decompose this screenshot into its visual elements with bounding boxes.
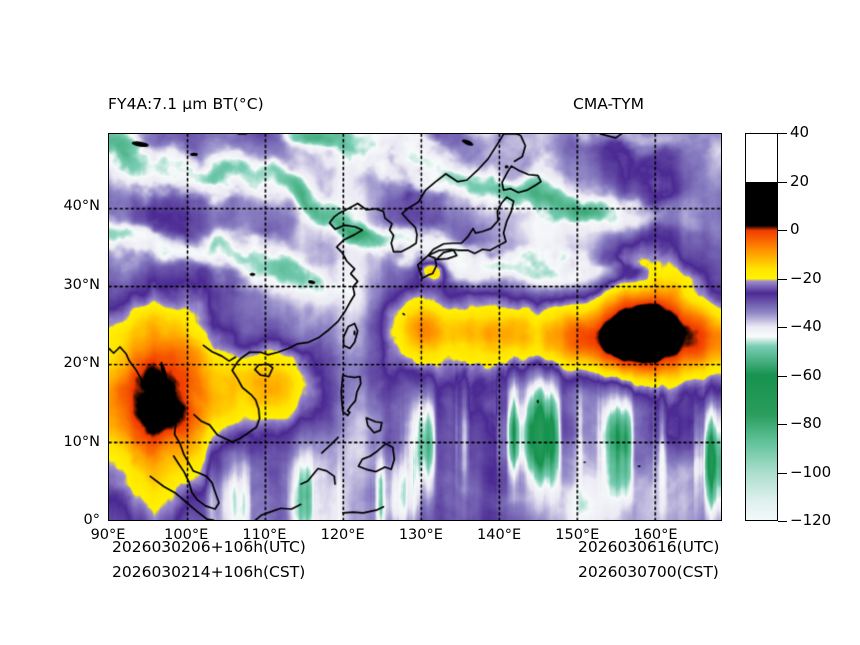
valid-time-cst: 2026030700(CST) bbox=[578, 563, 719, 581]
colorbar-tick-mark bbox=[778, 133, 787, 134]
satellite-map[interactable] bbox=[108, 133, 722, 521]
lon-tick-110°E: 110°E bbox=[242, 527, 287, 543]
brightness-temperature-raster bbox=[109, 134, 721, 520]
colorbar-tick-mark bbox=[778, 327, 787, 328]
colorbar-tick-label: 0 bbox=[790, 220, 800, 238]
colorbar-tick-label: −40 bbox=[790, 317, 822, 335]
lon-tick-120°E: 120°E bbox=[320, 527, 365, 543]
agency-label: CMA-TYM bbox=[573, 95, 644, 113]
lon-tick-140°E: 140°E bbox=[477, 527, 522, 543]
colorbar-tick-mark bbox=[778, 278, 787, 280]
lon-tick-90°E: 90°E bbox=[90, 527, 126, 543]
lon-tick-100°E: 100°E bbox=[164, 527, 209, 543]
colorbar-tick-mark bbox=[778, 375, 787, 377]
colorbar-tick-label: −80 bbox=[790, 414, 822, 432]
forecast-time-utc: 2026030206+106h(UTC) bbox=[112, 538, 306, 556]
lon-tick-160°E: 160°E bbox=[633, 527, 678, 543]
colorbar-tick-label: −100 bbox=[790, 462, 832, 481]
colorbar-tick-mark bbox=[778, 521, 787, 522]
lat-tick-20°N: 20°N bbox=[63, 355, 100, 372]
lon-tick-150°E: 150°E bbox=[555, 527, 600, 543]
colorbar[interactable] bbox=[745, 133, 778, 521]
colorbar-tick-mark bbox=[778, 424, 787, 425]
forecast-time-cst: 2026030214+106h(CST) bbox=[112, 563, 306, 581]
lat-tick-0°: 0° bbox=[83, 512, 100, 528]
colorbar-tick-label: −60 bbox=[790, 365, 822, 384]
colorbar-gradient bbox=[746, 134, 777, 520]
colorbar-tick-label: 20 bbox=[790, 171, 810, 190]
valid-time-utc: 2026030616(UTC) bbox=[578, 538, 720, 556]
lat-tick-30°N: 30°N bbox=[63, 276, 100, 293]
lat-tick-10°N: 10°N bbox=[63, 433, 100, 450]
colorbar-tick-mark bbox=[778, 181, 787, 183]
colorbar-tick-label: −120 bbox=[790, 511, 832, 529]
page-title: FY4A:7.1 μm BT(°C) bbox=[108, 95, 264, 113]
colorbar-tick-mark bbox=[778, 472, 787, 474]
lon-tick-130°E: 130°E bbox=[398, 527, 443, 543]
colorbar-tick-label: −20 bbox=[790, 268, 822, 287]
colorbar-tick-label: 40 bbox=[790, 123, 810, 141]
colorbar-tick-mark bbox=[778, 230, 787, 231]
lat-tick-40°N: 40°N bbox=[63, 198, 100, 215]
